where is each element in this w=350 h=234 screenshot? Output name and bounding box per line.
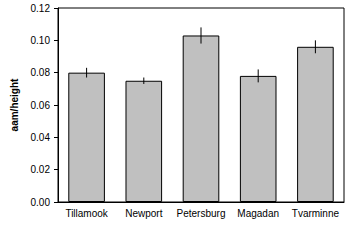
svg-text:Newport: Newport <box>125 208 162 219</box>
svg-text:0.10: 0.10 <box>31 35 51 46</box>
svg-text:0.02: 0.02 <box>31 164 51 175</box>
svg-text:aam/height: aam/height <box>9 78 20 131</box>
svg-text:Magadan: Magadan <box>237 208 279 219</box>
svg-text:0.04: 0.04 <box>31 132 51 143</box>
svg-text:0.08: 0.08 <box>31 67 51 78</box>
svg-text:Petersburg: Petersburg <box>177 208 226 219</box>
svg-text:Tillamook: Tillamook <box>65 208 108 219</box>
svg-text:0.12: 0.12 <box>31 3 51 14</box>
svg-text:0.06: 0.06 <box>31 100 51 111</box>
svg-text:0.00: 0.00 <box>31 197 51 208</box>
svg-text:Tvarminne: Tvarminne <box>292 208 340 219</box>
